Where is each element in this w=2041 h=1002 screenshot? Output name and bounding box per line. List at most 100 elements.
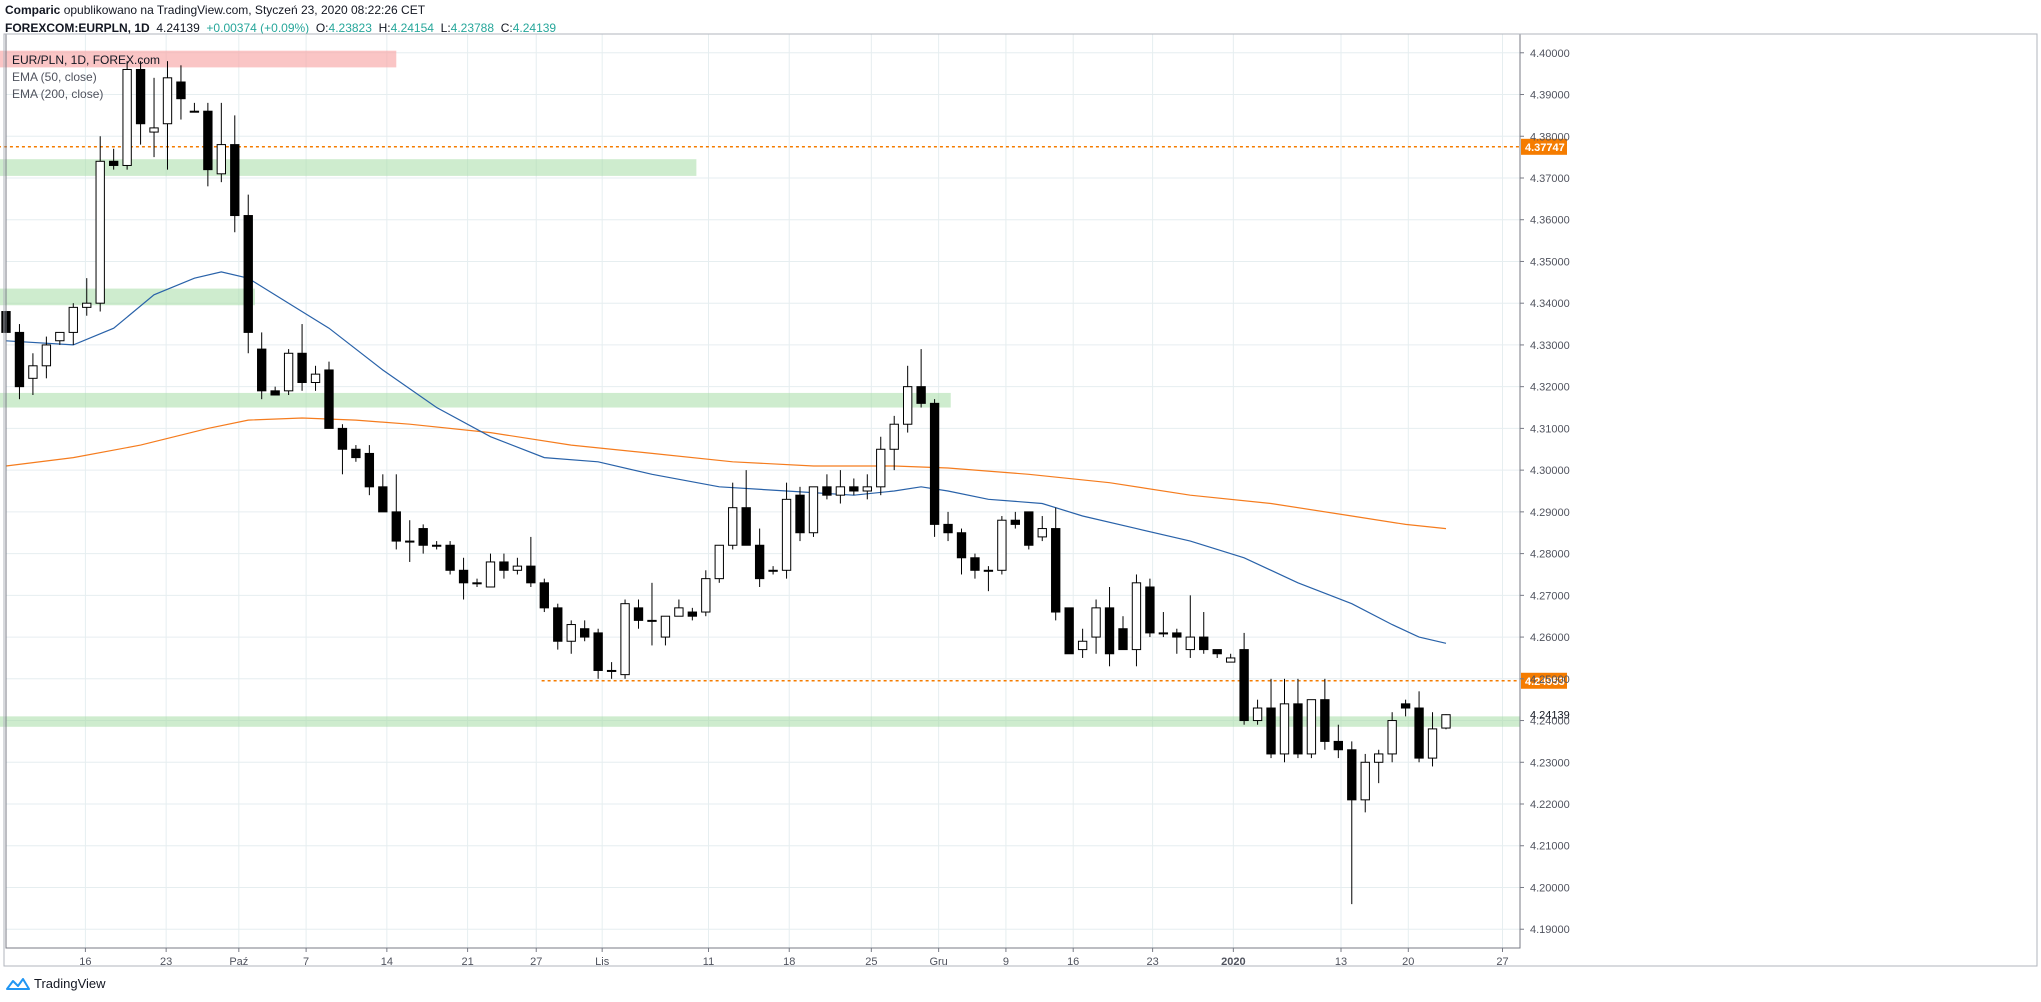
candle-body: [822, 486, 832, 496]
last-price-label: 4.24139: [1530, 710, 1570, 722]
candle-body: [1225, 657, 1236, 663]
y-tick-label: 4.32000: [1530, 382, 1570, 394]
time-axis: 16 23 Paź 7 14 21 27 Lis 11 18 25 Gru 9 16 23 2020 13 20 2…: [79, 948, 1509, 968]
y-tick-label: 4.23000: [1530, 757, 1570, 769]
x-tick-label: Lis: [595, 956, 610, 968]
tradingview-brand[interactable]: TradingView: [6, 976, 106, 991]
y-tick-label: 4.35000: [1530, 256, 1570, 268]
candle-body: [418, 528, 428, 546]
x-tick-label: 9: [1003, 956, 1009, 968]
x-tick-label: 2020: [1221, 956, 1245, 968]
red-zone: [0, 50, 397, 68]
level-price-tag: [1521, 138, 1567, 155]
candle-body: [580, 628, 590, 638]
candle-body: [539, 582, 549, 609]
publish-info: Comparic opublikowano na TradingView.com…: [5, 3, 425, 17]
candle-body: [95, 160, 105, 304]
y-tick-label: 4.36000: [1530, 215, 1570, 227]
author-name: Comparic: [5, 3, 61, 17]
x-tick-label: Paź: [229, 956, 248, 968]
x-tick-label: 14: [381, 956, 393, 968]
candle-body: [135, 68, 146, 125]
candle-body: [943, 523, 953, 534]
candle-body: [687, 611, 698, 617]
x-tick-label: 27: [530, 956, 542, 968]
low-value: 4.23788: [450, 21, 495, 35]
y-tick-label: 4.33000: [1530, 340, 1570, 352]
low-label: L:: [440, 21, 451, 35]
candle-body: [849, 486, 859, 492]
candle-body: [1320, 699, 1330, 742]
y-tick-label: 4.37000: [1530, 173, 1570, 185]
candle-body: [1212, 649, 1222, 655]
close-value: 4.24139: [512, 21, 557, 35]
x-tick-label: 20: [1402, 956, 1414, 968]
level-price-tag: [1521, 672, 1567, 689]
high-label: H:: [378, 21, 391, 35]
ema-lines: [5, 271, 1447, 644]
y-tick-label: 4.30000: [1530, 465, 1570, 477]
level-price-label: 4.37747: [1525, 142, 1565, 154]
candle-body: [862, 486, 872, 492]
green-zone: [0, 288, 255, 306]
chart-frame: [3, 33, 2038, 967]
candle-body: [257, 348, 267, 392]
candle-body: [781, 498, 792, 571]
candle-body: [1185, 636, 1195, 651]
candle-body: [270, 390, 280, 396]
x-tick-label: 16: [79, 956, 91, 968]
candle-body: [553, 607, 563, 642]
candle-body: [728, 507, 738, 546]
x-tick-label: 7: [303, 956, 309, 968]
candle-body: [445, 544, 455, 571]
candle-body: [647, 619, 657, 622]
candle-body: [405, 540, 415, 543]
candle-body: [297, 352, 307, 383]
legend-ema50: EMA (50, close): [12, 70, 97, 84]
candle-body: [916, 386, 926, 404]
x-tick-label: 25: [865, 956, 877, 968]
candle-body: [1414, 707, 1424, 759]
candle-body: [1293, 703, 1303, 755]
candle-body: [337, 427, 348, 450]
candle-body: [1252, 707, 1263, 722]
x-tick-label: 23: [160, 956, 172, 968]
candle-body: [391, 511, 401, 542]
candle-body: [835, 486, 846, 496]
candle-body: [701, 578, 711, 613]
level-lines: 4.37747 4.24953: [0, 138, 1567, 689]
candle-body: [458, 569, 469, 584]
close-label: C:: [500, 21, 513, 35]
open-label: O:: [315, 21, 329, 35]
candle-body: [889, 423, 899, 450]
candle-body: [41, 344, 52, 367]
y-tick-label: 4.29000: [1530, 507, 1570, 519]
candle-body: [162, 77, 173, 125]
candle-body: [1441, 714, 1451, 729]
chart-legend: EUR/PLN, 1D, FOREX.com EMA (50, close) E…: [12, 53, 160, 101]
candle-body: [1091, 607, 1101, 638]
x-tick-label: 18: [783, 956, 795, 968]
candle-body: [364, 452, 375, 488]
candle-body: [983, 569, 994, 572]
y-tick-label: 4.40000: [1530, 48, 1570, 60]
candle-body: [1172, 632, 1182, 638]
candle-body: [768, 569, 778, 572]
candle-body: [122, 68, 132, 166]
y-tick-label: 4.26000: [1530, 632, 1570, 644]
price-change: +0.00374 (+0.09%): [206, 21, 310, 35]
candle-body: [1064, 607, 1074, 655]
candle-body: [351, 448, 361, 459]
candle-body: [485, 561, 496, 588]
candle-body: [1347, 749, 1357, 801]
candle-body: [1158, 632, 1169, 635]
x-tick-label: 21: [461, 956, 473, 968]
candle-body: [1387, 720, 1397, 755]
candle-body: [324, 369, 334, 429]
candle-body: [1400, 703, 1411, 709]
candle-body: [431, 544, 442, 547]
candle-body: [1024, 511, 1034, 546]
candle-body: [620, 603, 630, 676]
y-tick-label: 4.20000: [1530, 882, 1570, 894]
